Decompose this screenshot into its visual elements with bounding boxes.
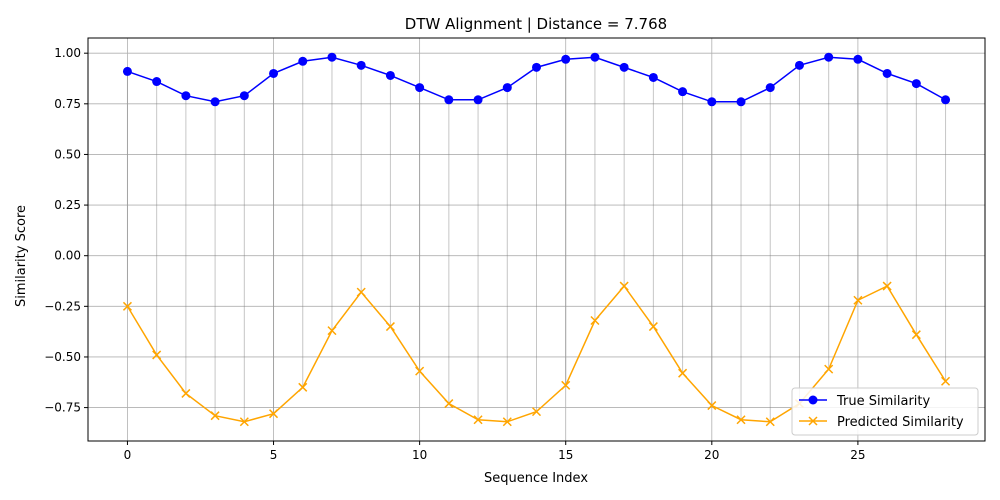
predicted-similarity-point bbox=[327, 326, 337, 336]
predicted-similarity-point bbox=[181, 388, 191, 398]
true-similarity-point bbox=[181, 91, 191, 101]
true-similarity-point bbox=[561, 54, 571, 64]
predicted-similarity-point bbox=[385, 322, 395, 332]
y-tick-label: 1.00 bbox=[54, 46, 81, 60]
predicted-similarity-point bbox=[473, 415, 483, 425]
true-similarity-point bbox=[269, 68, 279, 78]
true-similarity-point bbox=[648, 72, 658, 82]
y-tick-label: 0.25 bbox=[54, 198, 81, 212]
predicted-similarity-point bbox=[911, 330, 921, 340]
predicted-similarity-point bbox=[531, 407, 542, 417]
predicted-similarity-point bbox=[561, 380, 571, 390]
true-similarity-point bbox=[794, 60, 804, 70]
true-similarity-point bbox=[122, 66, 132, 76]
true-similarity-point bbox=[473, 95, 483, 105]
predicted-similarity-point bbox=[824, 364, 834, 374]
legend-true-label: True Similarity bbox=[836, 394, 931, 409]
true-similarity-point bbox=[152, 77, 162, 87]
chart-title: DTW Alignment | Distance = 7.768 bbox=[405, 15, 667, 33]
true-similarity-point bbox=[532, 62, 541, 72]
tick-layer: 0 5 10 15 20 25 −0.75 −0.50 −0.25 0.00 0.25 0.50 0.7… bbox=[44, 46, 865, 462]
true-similarity-point bbox=[590, 52, 600, 62]
predicted-similarity-point bbox=[269, 409, 279, 419]
true-similarity-point bbox=[239, 91, 249, 101]
predicted-similarity-point bbox=[619, 281, 629, 291]
predicted-similarity-point bbox=[210, 411, 220, 421]
true-similarity-point bbox=[853, 54, 863, 64]
legend: True Similarity Predicted Similarity bbox=[791, 387, 979, 436]
true-similarity-point bbox=[911, 79, 921, 89]
predicted-similarity-point bbox=[502, 417, 512, 427]
true-similarity-point bbox=[678, 87, 688, 97]
true-similarity-point bbox=[619, 62, 629, 72]
x-tick-label: 20 bbox=[704, 448, 719, 462]
predicted-similarity-point bbox=[678, 368, 688, 378]
y-tick-label: −0.25 bbox=[44, 299, 81, 313]
y-axis-label: Similarity Score bbox=[14, 205, 29, 307]
true-similarity-point bbox=[707, 97, 717, 107]
y-tick-label: 0.50 bbox=[54, 147, 81, 161]
legend-true-marker bbox=[808, 395, 818, 405]
predicted-similarity-point bbox=[152, 350, 162, 360]
predicted-similarity-point bbox=[941, 376, 951, 386]
legend-box bbox=[791, 387, 979, 436]
true-similarity-point bbox=[444, 95, 454, 105]
predicted-similarity-point bbox=[415, 366, 425, 376]
y-tick-label: −0.75 bbox=[44, 401, 81, 415]
true-similarity-point bbox=[824, 52, 834, 62]
true-similarity-point bbox=[941, 95, 951, 105]
true-similarity-point bbox=[327, 52, 337, 62]
predicted-similarity-point bbox=[444, 399, 454, 409]
y-tick-label: −0.50 bbox=[44, 350, 81, 364]
y-tick-label: 0.75 bbox=[54, 97, 81, 111]
predicted-similarity-point bbox=[853, 295, 863, 305]
true-similarity-point bbox=[210, 97, 220, 107]
x-tick-label: 10 bbox=[412, 448, 427, 462]
predicted-similarity-point bbox=[736, 415, 746, 425]
true-similarity-point bbox=[415, 83, 425, 93]
alignment-lines bbox=[126, 57, 947, 422]
true-similarity-point bbox=[298, 56, 308, 66]
predicted-similarity-point bbox=[122, 301, 132, 311]
true-similarity-point bbox=[736, 97, 746, 107]
predicted-similarity-point bbox=[239, 417, 249, 427]
x-tick-label: 15 bbox=[558, 448, 573, 462]
legend-predicted-label: Predicted Similarity bbox=[837, 415, 964, 430]
true-similarity-point bbox=[385, 70, 395, 80]
true-similarity-point bbox=[882, 68, 892, 78]
x-axis-label: Sequence Index bbox=[484, 471, 588, 486]
plot-frame bbox=[87, 37, 986, 442]
true-similarity-point bbox=[765, 83, 775, 93]
true-similarity-point bbox=[356, 60, 366, 70]
x-tick-label: 25 bbox=[850, 448, 865, 462]
x-tick-label: 5 bbox=[270, 448, 278, 462]
predicted-similarity-point bbox=[298, 382, 308, 392]
predicted-similarity-point bbox=[765, 417, 775, 427]
predicted-similarity-point bbox=[356, 287, 366, 297]
predicted-similarity-point bbox=[882, 281, 892, 291]
x-tick-label: 0 bbox=[124, 448, 132, 462]
legend-predicted-marker bbox=[808, 416, 818, 426]
predicted-similarity-point bbox=[590, 315, 600, 326]
predicted-similarity-point bbox=[707, 401, 717, 411]
true-similarity-point bbox=[502, 83, 512, 93]
predicted-similarity-point bbox=[648, 322, 658, 332]
y-tick-label: 0.00 bbox=[54, 249, 81, 263]
